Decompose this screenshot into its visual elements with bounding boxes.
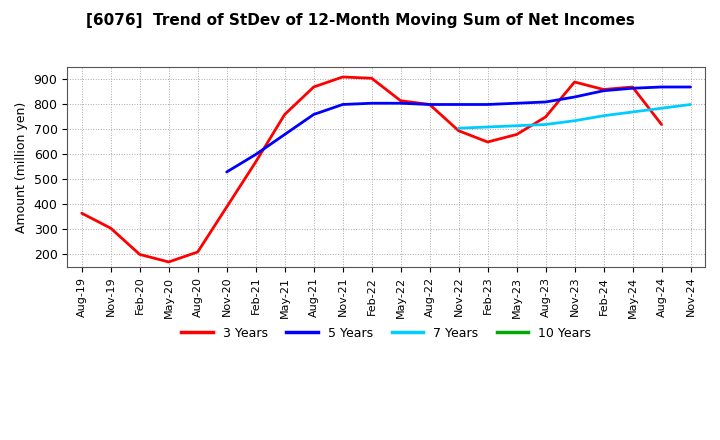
Y-axis label: Amount (million yen): Amount (million yen) [15,101,28,233]
Legend: 3 Years, 5 Years, 7 Years, 10 Years: 3 Years, 5 Years, 7 Years, 10 Years [176,322,596,345]
Text: [6076]  Trend of StDev of 12-Month Moving Sum of Net Incomes: [6076] Trend of StDev of 12-Month Moving… [86,13,634,28]
